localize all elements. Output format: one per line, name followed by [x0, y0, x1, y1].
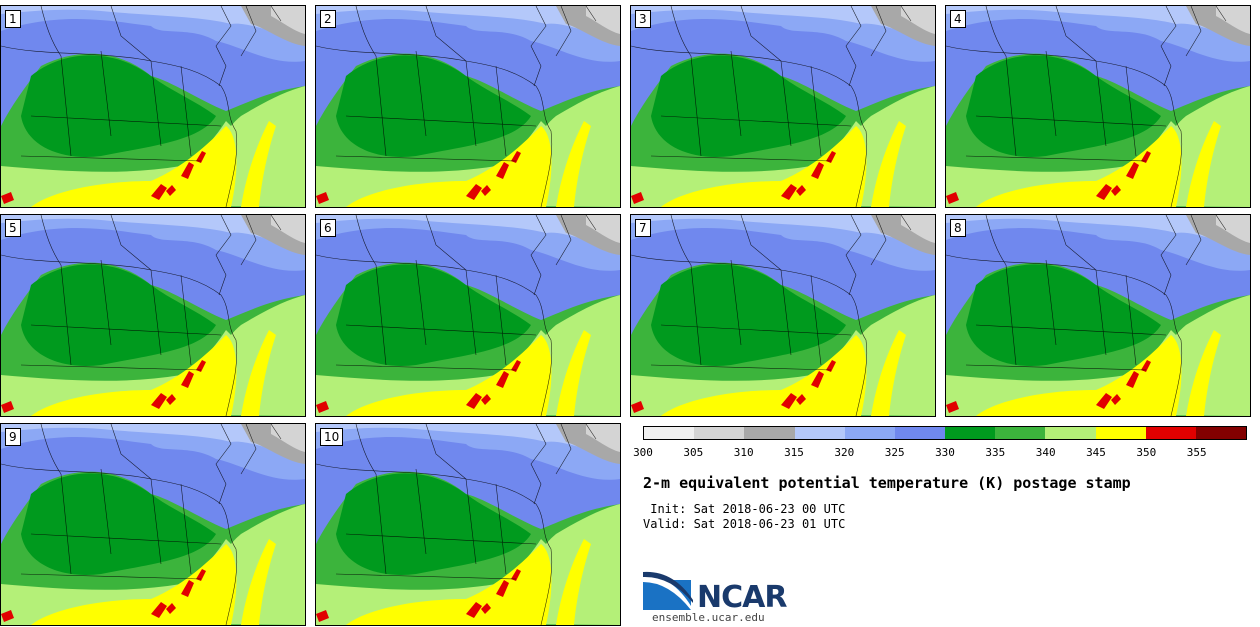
- figure-title: 2-m equivalent potential temperature (K)…: [643, 474, 1131, 492]
- colorbar-segment: [894, 427, 946, 439]
- member-label: 7: [635, 219, 651, 237]
- ensemble-member-panel-8: 8: [945, 214, 1251, 417]
- logo-url: ensemble.ucar.edu: [652, 611, 765, 624]
- colorbar-segment: [694, 427, 745, 439]
- colorbar-segment: [945, 427, 996, 439]
- colorbar-tick-label: 335: [985, 446, 1006, 459]
- ncar-logo-icon: [643, 571, 693, 610]
- colorbar-tick-label: 350: [1136, 446, 1157, 459]
- member-label: 2: [320, 10, 336, 28]
- member-label: 1: [5, 10, 21, 28]
- member-label: 10: [320, 428, 344, 446]
- colorbar-segment: [644, 427, 695, 439]
- member-label: 6: [320, 219, 336, 237]
- ensemble-member-panel-2: 2: [315, 5, 621, 208]
- colorbar-tick-label: 345: [1086, 446, 1106, 459]
- colorbar-segment: [995, 427, 1046, 439]
- member-label: 5: [5, 219, 21, 237]
- ensemble-member-panel-4: 4: [945, 5, 1251, 208]
- ensemble-member-panel-6: 6: [315, 214, 621, 417]
- colorbar-tick-label: 340: [1035, 446, 1056, 459]
- colorbar-tick-label: 355: [1186, 446, 1207, 459]
- colorbar-tick-label: 315: [784, 446, 804, 459]
- colorbar: [643, 426, 1247, 440]
- colorbar-tick-label: 305: [683, 446, 704, 459]
- colorbar-tick-label: 320: [834, 446, 855, 459]
- colorbar-segment: [1095, 427, 1146, 439]
- colorbar-segment: [1195, 427, 1247, 439]
- init-time: Init: Sat 2018-06-23 00 UTC: [643, 502, 846, 516]
- member-label: 9: [5, 428, 21, 446]
- colorbar-tick-label: 310: [733, 446, 754, 459]
- ensemble-member-panel-1: 1: [0, 5, 306, 208]
- colorbar-segment: [844, 427, 895, 439]
- ensemble-member-panel-9: 9: [0, 423, 306, 626]
- colorbar-segment: [744, 427, 795, 439]
- ensemble-member-panel-7: 7: [630, 214, 936, 417]
- valid-time: Valid: Sat 2018-06-23 01 UTC: [643, 517, 846, 531]
- member-label: 4: [950, 10, 966, 28]
- ensemble-member-panel-3: 3: [630, 5, 936, 208]
- colorbar-segment: [1145, 427, 1196, 439]
- ensemble-member-panel-10: 10: [315, 423, 621, 626]
- colorbar-tick-label: 325: [884, 446, 905, 459]
- colorbar-segment: [1045, 427, 1096, 439]
- member-label: 3: [635, 10, 651, 28]
- ensemble-member-panel-5: 5: [0, 214, 306, 417]
- colorbar-tick-label: 300: [633, 446, 653, 459]
- logo-wordmark: NCAR: [697, 580, 787, 615]
- colorbar-tick-label: 330: [935, 446, 955, 459]
- member-label: 8: [950, 219, 966, 237]
- colorbar-segment: [794, 427, 845, 439]
